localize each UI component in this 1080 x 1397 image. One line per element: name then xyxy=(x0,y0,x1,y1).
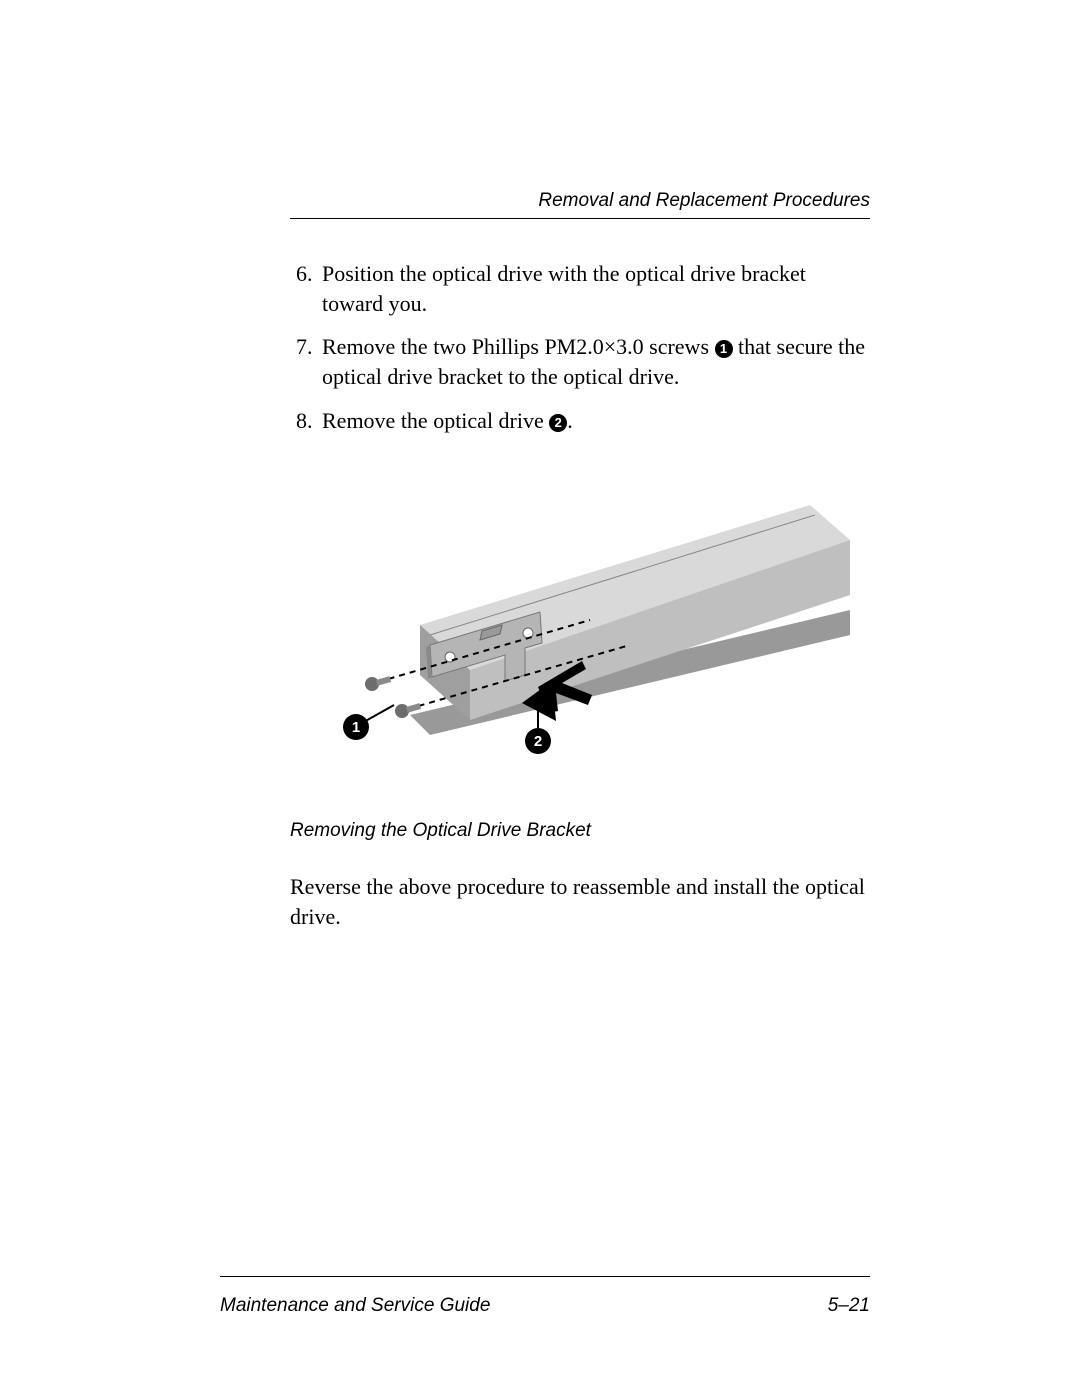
figure-caption: Removing the Optical Drive Bracket xyxy=(290,820,870,842)
step-6: Position the optical drive with the opti… xyxy=(318,259,870,318)
callout-2-text: 2 xyxy=(534,733,542,750)
page: Removal and Replacement Procedures Posit… xyxy=(0,0,1080,1397)
callout-1-text: 1 xyxy=(352,719,360,736)
step-7: Remove the two Phillips PM2.0×3.0 screws… xyxy=(318,332,870,391)
page-footer: Maintenance and Service Guide 5–21 xyxy=(220,1295,870,1317)
callout-1-inline: 1 xyxy=(715,340,733,358)
figure-optical-drive: 1 2 xyxy=(290,485,850,785)
header-rule xyxy=(290,218,870,219)
step-text: Remove the two Phillips PM2.0×3.0 screws xyxy=(322,334,715,359)
screw-1 xyxy=(365,677,391,692)
footer-rule xyxy=(220,1276,870,1277)
procedure-steps: Position the optical drive with the opti… xyxy=(290,259,870,435)
step-text: Remove the optical drive xyxy=(322,408,549,433)
closing-paragraph: Reverse the above procedure to reassembl… xyxy=(290,872,870,931)
callout-2-inline: 2 xyxy=(549,414,567,432)
step-text: Position the optical drive with the opti… xyxy=(322,261,806,316)
footer-left: Maintenance and Service Guide xyxy=(220,1295,490,1317)
step-8: Remove the optical drive 2. xyxy=(318,406,870,436)
footer-right: 5–21 xyxy=(828,1295,870,1317)
step-text: . xyxy=(567,408,573,433)
section-header: Removal and Replacement Procedures xyxy=(290,190,870,212)
